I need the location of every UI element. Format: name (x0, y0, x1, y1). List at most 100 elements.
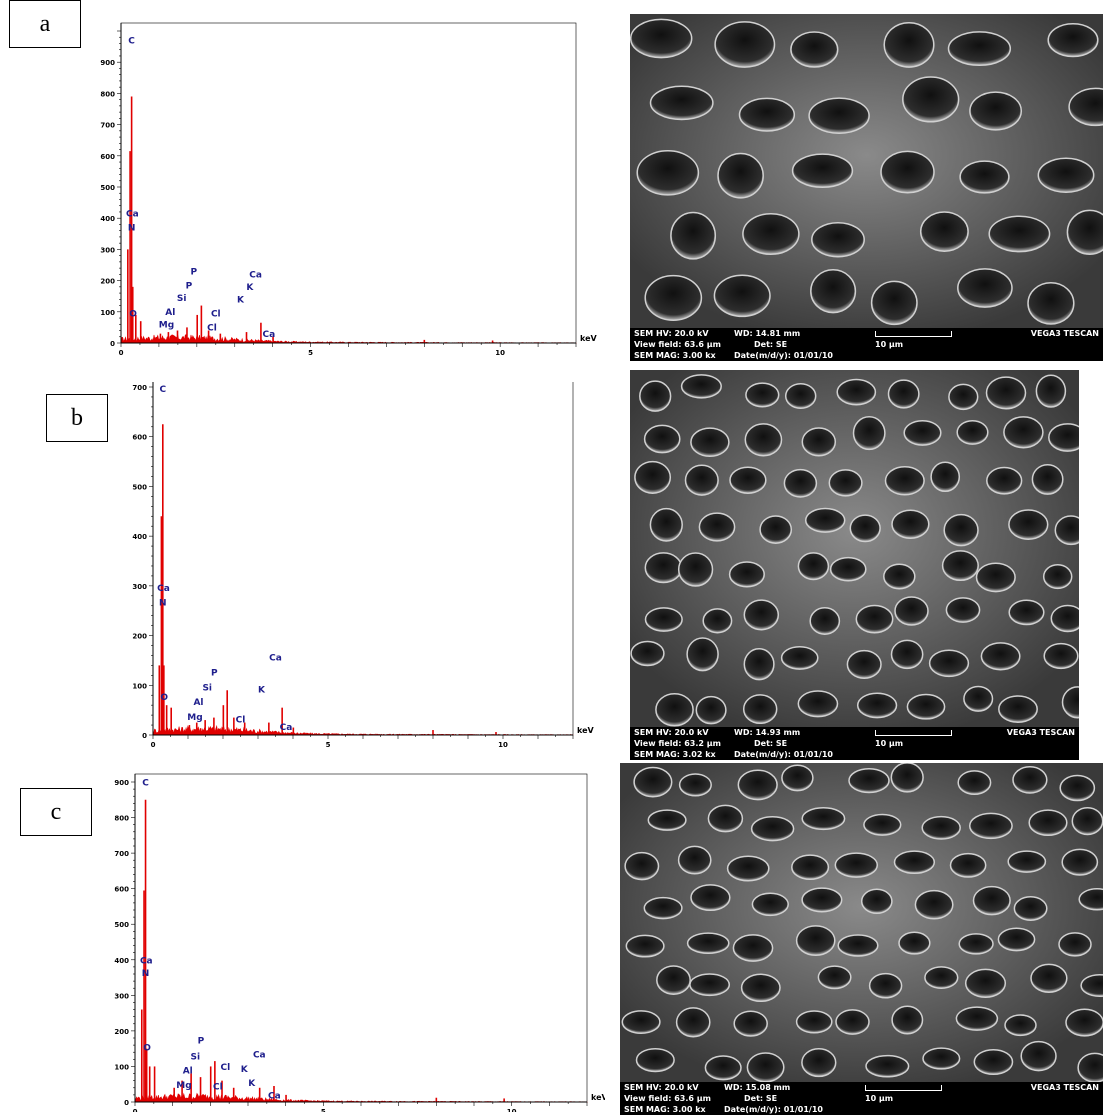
element-label: Mg (176, 1081, 191, 1091)
sem-hv: SEM HV: 20.0 kV (634, 728, 709, 737)
y-tick-label: 0 (142, 732, 147, 740)
element-label: Al (183, 1067, 193, 1077)
pore (684, 464, 719, 496)
y-tick-label: 500 (100, 184, 115, 192)
y-tick-label: 700 (100, 122, 115, 130)
x-tick-label: 0 (151, 741, 156, 749)
pore (986, 466, 1023, 495)
pore (860, 888, 893, 915)
pore (837, 934, 879, 957)
pore (1028, 809, 1068, 837)
element-label: N (159, 599, 167, 609)
element-label: Al (193, 698, 203, 708)
pore (997, 927, 1036, 952)
pore (848, 767, 890, 794)
pore (678, 773, 712, 797)
x-axis-label: keV (580, 334, 598, 343)
pore (743, 648, 775, 681)
pore (742, 212, 800, 256)
plot-frame (152, 382, 574, 736)
pore (948, 383, 979, 411)
pore (656, 965, 691, 995)
element-label: Si (202, 683, 212, 693)
x-tick-label: 5 (321, 1108, 326, 1112)
element-label: Ca (126, 210, 139, 220)
pore (1042, 564, 1073, 590)
x-axis-label: keV (591, 1093, 605, 1102)
pore (1078, 888, 1103, 911)
pore (746, 1052, 785, 1082)
pore (856, 692, 898, 719)
pore (633, 766, 673, 798)
y-tick-label: 200 (100, 278, 115, 286)
pore (947, 31, 1012, 67)
pore (1047, 22, 1099, 58)
y-tick-label: 200 (132, 633, 147, 641)
pore (643, 424, 681, 454)
sem-det: Det: SE (744, 1094, 778, 1103)
pore (781, 764, 814, 792)
pore (949, 852, 987, 878)
pore (1030, 963, 1068, 993)
pore (902, 76, 960, 123)
element-label: K (248, 1079, 256, 1089)
scale-bar (865, 1085, 942, 1091)
pore (957, 268, 1013, 308)
sem-scale-label: 10 μm (875, 340, 904, 349)
element-label: Mg (159, 320, 174, 330)
pore (852, 416, 886, 451)
pore (644, 274, 703, 321)
pore (891, 509, 930, 539)
y-tick-label: 900 (114, 779, 129, 787)
pore (1050, 604, 1079, 633)
pore (943, 513, 979, 547)
pore (906, 693, 946, 720)
pore (737, 769, 778, 801)
sem-date: Date(m/d/y): 01/01/10 (734, 750, 833, 759)
y-tick-label: 700 (114, 850, 129, 858)
x-tick-label: 10 (495, 349, 505, 357)
pore (846, 649, 882, 679)
pore (621, 1010, 661, 1035)
panel-tag-b: b (46, 394, 108, 442)
pore (728, 561, 765, 588)
y-tick-label: 800 (100, 90, 115, 98)
pore (801, 1048, 837, 1078)
pore (835, 1009, 870, 1035)
pore (809, 607, 841, 635)
sem-wd: WD: 14.93 mm (734, 728, 801, 737)
y-tick-label: 100 (132, 682, 147, 690)
pore (1058, 932, 1092, 957)
panel-tag-c: c (20, 788, 92, 836)
pore (975, 562, 1016, 593)
pore (686, 932, 730, 955)
pore (1080, 973, 1103, 998)
pore (649, 507, 683, 542)
pore (1037, 157, 1095, 193)
pore (732, 934, 774, 962)
pore (647, 809, 687, 831)
plot-frame (120, 22, 577, 344)
sem-date: Date(m/d/y): 01/01/10 (734, 351, 833, 360)
pore (649, 85, 714, 121)
pore (1003, 416, 1044, 449)
pore (1054, 515, 1079, 546)
sem-hv: SEM HV: 20.0 kV (634, 329, 709, 338)
pore (738, 97, 796, 132)
pore (898, 931, 931, 955)
pore (998, 695, 1038, 723)
pore (745, 382, 780, 408)
pore (751, 892, 789, 917)
y-tick-label: 600 (132, 434, 147, 442)
y-tick-label: 0 (110, 340, 115, 348)
sem-image-a: SEM HV: 20.0 kV WD: 14.81 mm VEGA3 TESCAN V… (630, 14, 1103, 361)
pore (959, 160, 1010, 194)
pore (743, 599, 780, 631)
pore (817, 965, 852, 990)
pore (670, 211, 717, 260)
pore (945, 597, 981, 623)
pore (1007, 850, 1047, 873)
pore (750, 816, 795, 842)
pore (1077, 1052, 1103, 1082)
pore (972, 885, 1011, 916)
